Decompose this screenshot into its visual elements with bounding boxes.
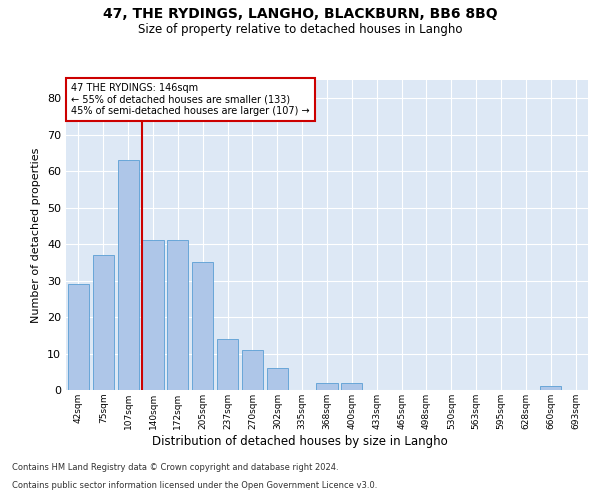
Bar: [316, 382, 338, 390]
Text: Contains HM Land Registry data © Crown copyright and database right 2024.: Contains HM Land Registry data © Crown c…: [12, 464, 338, 472]
Text: Contains public sector information licensed under the Open Government Licence v3: Contains public sector information licen…: [12, 481, 377, 490]
Bar: [242, 350, 263, 390]
Bar: [142, 240, 164, 390]
Text: Distribution of detached houses by size in Langho: Distribution of detached houses by size …: [152, 435, 448, 448]
Text: 47, THE RYDINGS, LANGHO, BLACKBURN, BB6 8BQ: 47, THE RYDINGS, LANGHO, BLACKBURN, BB6 …: [103, 8, 497, 22]
Text: 47 THE RYDINGS: 146sqm
← 55% of detached houses are smaller (133)
45% of semi-de: 47 THE RYDINGS: 146sqm ← 55% of detached…: [71, 83, 310, 116]
Bar: [93, 255, 114, 390]
Text: Size of property relative to detached houses in Langho: Size of property relative to detached ho…: [138, 22, 462, 36]
Y-axis label: Number of detached properties: Number of detached properties: [31, 148, 41, 322]
Bar: [68, 284, 89, 390]
Bar: [540, 386, 561, 390]
Bar: [217, 339, 238, 390]
Bar: [341, 382, 362, 390]
Bar: [167, 240, 188, 390]
Bar: [192, 262, 213, 390]
Bar: [267, 368, 288, 390]
Bar: [118, 160, 139, 390]
